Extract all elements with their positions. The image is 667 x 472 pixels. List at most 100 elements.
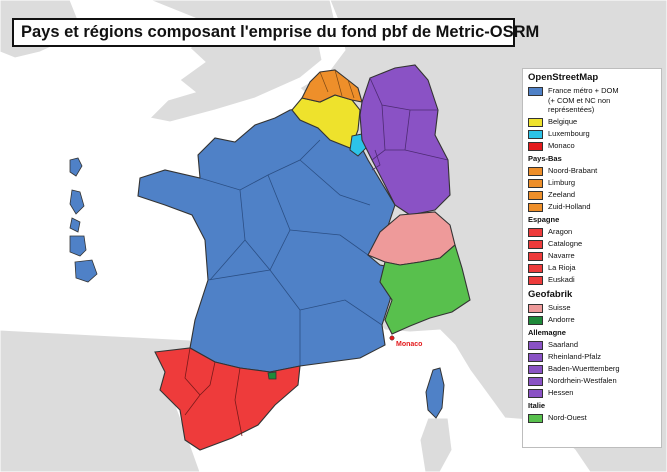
legend-item-text: Rheinland-Pfalz — [548, 351, 601, 361]
legend-group-title: OpenStreetMap — [528, 72, 599, 83]
legend-swatch — [528, 303, 543, 313]
legend-item: Zeeland — [528, 190, 657, 200]
legend-item-text: Nordrhein-Westfalen — [548, 375, 617, 385]
legend-item: Rheinland-Pfalz — [528, 352, 657, 362]
dom-martinique — [69, 189, 85, 215]
legend-item-text: Limburg — [548, 177, 576, 187]
legend-item-label: La Rioja — [548, 263, 576, 273]
legend-item-text: Nord-Ouest — [548, 412, 587, 422]
dom-guyane — [69, 235, 87, 257]
legend-swatch — [528, 340, 543, 350]
legend-item: Navarre — [528, 251, 657, 261]
france-internal-borders — [199, 139, 383, 366]
region-italie-nord-ouest — [379, 244, 471, 335]
legend-item-text: La Rioja — [548, 262, 576, 272]
legend-item-label: Euskadi — [548, 275, 575, 285]
legend-item-label: Monaco — [548, 141, 575, 151]
allemagne-internal-borders — [369, 77, 449, 171]
legend-item: Monaco — [528, 141, 657, 151]
pays-bas-internal-borders — [319, 69, 355, 99]
legend-item-label: Andorre — [548, 315, 575, 325]
legend-item-text: Zuid-Holland — [548, 201, 591, 211]
legend-item-label: Zeeland — [548, 190, 575, 200]
legend-item-text: Aragon — [548, 226, 573, 236]
region-andorre — [267, 371, 277, 380]
legend-item-label: Saarland — [548, 340, 578, 350]
legend-swatch — [528, 141, 543, 151]
legend-item: Saarland — [528, 340, 657, 350]
legend-swatch — [528, 388, 543, 398]
legend-swatch — [528, 129, 543, 139]
legend-item-text: Monaco — [548, 140, 575, 150]
legend-item-label: Rheinland-Pfalz — [548, 352, 601, 362]
legend-item-label: Aragon — [548, 227, 572, 237]
legend-swatch — [528, 251, 543, 261]
legend-item-text: Zeeland — [548, 189, 576, 199]
legend-swatch — [528, 315, 543, 325]
legend-swatch — [528, 202, 543, 212]
land-sardinia — [419, 417, 453, 472]
dom-guadeloupe — [69, 157, 83, 177]
legend-item: Limburg — [528, 178, 657, 188]
dom-reunion — [74, 259, 98, 283]
legend-item: Belgique — [528, 117, 657, 127]
region-pays-bas — [301, 69, 363, 103]
region-espagne — [154, 347, 301, 451]
espagne-internal-borders — [184, 347, 243, 437]
legend-swatch — [528, 352, 543, 362]
legend-item: France métro + DOM (+ COM et NC non repré… — [528, 86, 657, 115]
legend-item-label: Noord-Brabant — [548, 166, 597, 176]
legend-swatch — [528, 117, 543, 127]
legend-item: Hessen — [528, 388, 657, 398]
legend-item-label: Belgique — [548, 117, 577, 127]
legend-subgroup-title: Italie — [528, 400, 546, 410]
legend-item-label: Luxembourg — [548, 129, 590, 139]
legend-item: Noord-Brabant — [528, 166, 657, 176]
legend-swatch — [528, 227, 543, 237]
legend-item-text: Baden-Wuerttemberg — [548, 363, 620, 373]
map-title: Pays et régions composant l'emprise du f… — [12, 18, 539, 47]
legend-item: Nordrhein-Westfalen — [528, 376, 657, 386]
legend-swatch — [528, 178, 543, 188]
legend-item: Baden-Wuerttemberg — [528, 364, 657, 374]
legend-item-label: Hessen — [548, 388, 573, 398]
legend-swatch — [528, 263, 543, 273]
legend-item-label: Suisse — [548, 303, 571, 313]
legend-swatch — [528, 239, 543, 249]
legend-swatch — [528, 190, 543, 200]
legend-item: Suisse — [528, 303, 657, 313]
region-monaco — [389, 335, 395, 341]
legend-subgroup-title: Espagne — [528, 214, 560, 224]
legend-item-text: Hessen — [548, 387, 574, 397]
legend-item-label: Navarre — [548, 251, 575, 261]
legend-swatch — [528, 166, 543, 176]
legend-item: Zuid-Holland — [528, 202, 657, 212]
legend-item: Aragon — [528, 227, 657, 237]
legend-item-text: Suisse — [548, 302, 571, 312]
legend-swatch — [528, 376, 543, 386]
legend-item-label: Catalogne — [548, 239, 582, 249]
legend-swatch — [528, 87, 543, 96]
legend-item: Luxembourg — [528, 129, 657, 139]
legend-item-label: Nord-Ouest — [548, 413, 587, 423]
legend-item-text: Noord-Brabant — [548, 165, 598, 175]
legend-item-subtext: (+ COM et NC non représentées) — [548, 95, 611, 115]
legend-item-label: Zuid-Holland — [548, 202, 591, 212]
legend: OpenStreetMap France métro + DOM (+ COM et… — [522, 68, 662, 448]
legend-item-text: Catalogne — [548, 238, 583, 248]
legend-item-label: Baden-Wuerttemberg — [548, 364, 620, 374]
legend-item: Catalogne — [528, 239, 657, 249]
legend-item: Euskadi — [528, 275, 657, 285]
legend-item-text: Luxembourg — [548, 128, 590, 138]
legend-item-text: Andorre — [548, 314, 575, 324]
legend-swatch — [528, 364, 543, 374]
legend-item-text: Saarland — [548, 339, 579, 349]
legend-item-label: Limburg — [548, 178, 575, 188]
legend-item-text: Euskadi — [548, 274, 575, 284]
legend-subgroup-title: Pays-Bas — [528, 153, 562, 163]
region-allemagne — [359, 64, 451, 216]
legend-group-title: Geofabrik — [528, 288, 573, 300]
legend-item: Nord-Ouest — [528, 413, 657, 423]
legend-swatch — [528, 275, 543, 285]
